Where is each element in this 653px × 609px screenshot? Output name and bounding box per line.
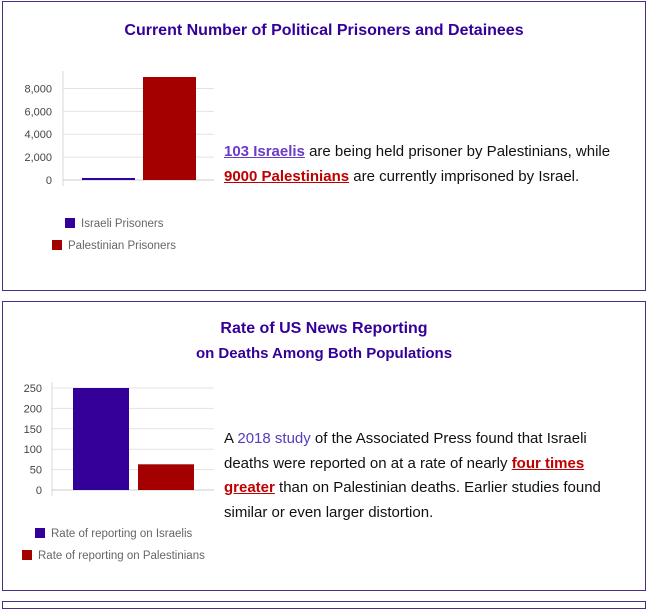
legend-label: Israeli Prisoners: [81, 218, 164, 230]
four-times-link[interactable]: four times greater: [224, 454, 585, 497]
y-tick-label: 50: [30, 465, 42, 477]
reporting-bar-chart: 0 50 100 150 200 250: [24, 382, 214, 497]
y-tick-label: 6,000: [24, 106, 52, 118]
legend-label: Palestinian Prisoners: [68, 240, 177, 252]
legend-label: Rate of reporting on Palestinians: [38, 550, 205, 562]
prisoners-panel: Current Number of Political Prisoners an…: [2, 1, 646, 291]
y-tick-label: 4,000: [24, 129, 52, 141]
legend-swatch: [52, 240, 62, 250]
legend-item-israeli: Rate of reporting on Israelis: [35, 528, 192, 540]
bar-israeli: [73, 388, 129, 490]
text-segment: of the Associated Press found that Israe…: [224, 430, 587, 472]
y-tick-label: 250: [24, 383, 42, 395]
news-reporting-panel: Rate of US News Reporting on Deaths Amon…: [2, 301, 646, 591]
y-tick-label: 2,000: [24, 152, 52, 164]
y-tick-label: 200: [24, 403, 42, 415]
text-segment: are being held prisoner by Palestinians,…: [304, 143, 611, 160]
palestinians-count-link[interactable]: 9000 Palestinians: [224, 167, 350, 185]
israelis-count-link[interactable]: 103 Israelis: [224, 143, 305, 160]
next-panel: [2, 601, 646, 609]
panel-title: Current Number of Political Prisoners an…: [124, 22, 524, 39]
prisoners-bar-chart: 0 2,000 4,000 6,000 8,000: [24, 71, 214, 187]
legend-swatch: [65, 218, 75, 228]
y-tick-label: 0: [36, 485, 42, 497]
panel-subtitle: on Deaths Among Both Populations: [195, 345, 453, 362]
y-tick-label: 150: [24, 424, 42, 436]
study-link[interactable]: 2018 study: [237, 430, 311, 447]
bar-palestinian: [138, 464, 194, 490]
reporting-description: A 2018 study of the Associated Press fou…: [224, 427, 614, 525]
text-segment: are currently imprisoned by Israel.: [349, 167, 580, 185]
y-tick-label: 8,000: [24, 83, 52, 95]
bar-palestinian: [143, 77, 196, 180]
legend-label: Rate of reporting on Israelis: [51, 528, 193, 540]
panel-title: Rate of US News Reporting: [220, 320, 428, 337]
legend-item-palestinian: Palestinian Prisoners: [52, 240, 176, 252]
legend-swatch: [22, 550, 32, 560]
text-segment: A: [224, 430, 238, 447]
legend-item-palestinian: Rate of reporting on Palestinians: [22, 550, 205, 562]
legend-item-israeli: Israeli Prisoners: [65, 218, 163, 230]
y-tick-label: 100: [24, 444, 42, 456]
y-tick-label: 0: [46, 175, 52, 187]
text-segment: than on Palestinian deaths. Earlier stud…: [224, 479, 601, 521]
prisoners-description: 103 Israelis are being held prisoner by …: [224, 140, 624, 189]
bar-israeli: [82, 178, 135, 180]
legend-swatch: [35, 528, 45, 538]
